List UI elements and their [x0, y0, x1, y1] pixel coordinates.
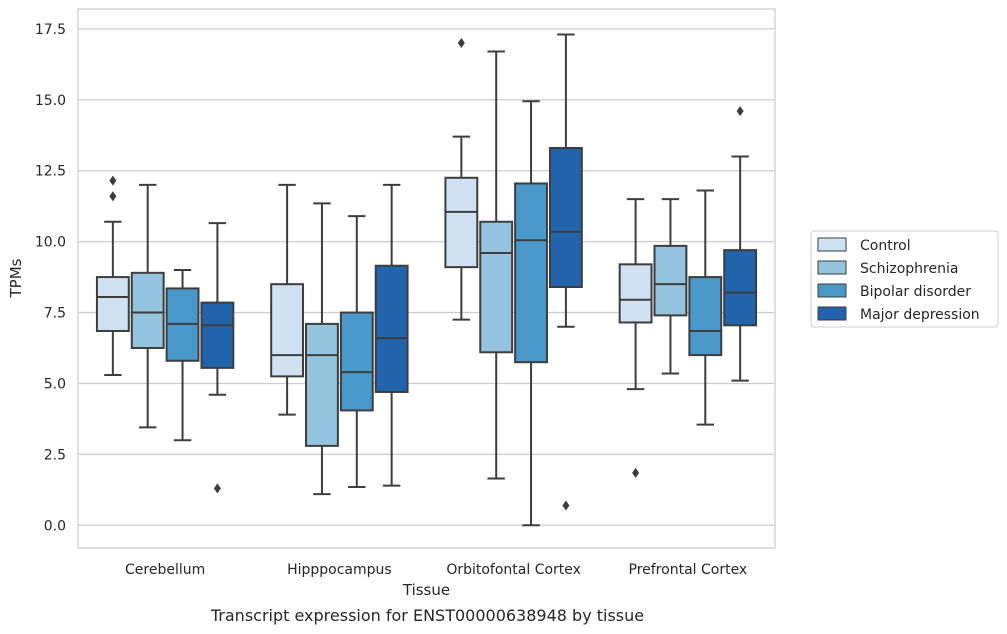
outlier-point	[736, 106, 744, 117]
legend: Control Schizophrenia Bipolar disorder Majo…	[810, 230, 999, 328]
box	[514, 182, 548, 364]
box	[339, 311, 374, 412]
y-tick-label: 15.0	[35, 93, 66, 109]
box	[723, 249, 758, 327]
y-tick-label: 17.5	[35, 22, 66, 38]
y-tick-label: 5.0	[44, 376, 66, 392]
y-axis-label: TPMs	[7, 258, 25, 298]
box	[688, 276, 723, 357]
outlier-point	[632, 467, 640, 478]
box-group	[653, 198, 688, 375]
x-tick-label: Hipppocampus	[287, 562, 392, 578]
x-tick-labels: Cerebellum Hipppocampus Orbitofontal Corte…	[125, 562, 747, 578]
legend-swatch	[817, 237, 847, 252]
outlier-point	[109, 191, 117, 202]
box	[548, 147, 583, 289]
figure-caption: Transcript expression for ENST0000063894…	[210, 606, 645, 625]
box-group	[200, 222, 235, 494]
box-group	[374, 183, 409, 487]
outlier-point	[457, 38, 465, 49]
legend-swatch	[817, 283, 847, 298]
outlier-point	[213, 483, 221, 494]
x-tick-label: Orbitofontal Cortex	[446, 562, 581, 578]
y-tick-label: 0.0	[44, 518, 66, 534]
box	[305, 322, 339, 447]
x-tick-label: Prefrontal Cortex	[629, 562, 748, 578]
box	[479, 220, 514, 354]
box-group	[618, 198, 653, 478]
box	[618, 263, 653, 324]
y-tick-label: 2.5	[44, 447, 66, 463]
box-group	[270, 183, 305, 416]
box	[653, 244, 688, 317]
legend-frame	[810, 230, 999, 328]
box	[200, 301, 235, 369]
legend-swatch	[817, 260, 847, 275]
legend-swatch	[817, 306, 847, 321]
plot-frame	[77, 8, 776, 549]
box-group	[444, 38, 479, 321]
box-group	[339, 215, 374, 489]
legend-entry-label: Control	[860, 238, 911, 254]
box	[130, 271, 165, 350]
y-tick-label: 10.0	[35, 235, 66, 251]
y-tick-labels: 0.0 2.5 5.0 7.5 10.0 12.5 15.0 17.5	[35, 22, 66, 534]
outlier-point	[109, 175, 117, 186]
legend-entry-label: Major depression	[860, 307, 980, 323]
box-group	[305, 202, 339, 496]
box-group	[723, 106, 758, 382]
box	[270, 283, 305, 378]
box	[444, 176, 479, 269]
box-group	[514, 100, 548, 527]
x-axis-label: Tissue	[402, 581, 450, 599]
box-group	[130, 183, 165, 429]
outlier-point	[562, 500, 570, 511]
legend-entry-label: Bipolar disorder	[860, 284, 971, 300]
box	[95, 276, 130, 332]
box-group	[548, 33, 583, 511]
y-tick-label: 12.5	[35, 164, 66, 180]
box	[374, 264, 409, 393]
box-group	[165, 268, 200, 442]
box-series	[95, 33, 758, 527]
box-group	[479, 50, 514, 480]
x-tick-label: Cerebellum	[125, 562, 205, 578]
y-tick-label: 7.5	[44, 306, 66, 322]
legend-entry-label: Schizophrenia	[860, 261, 958, 277]
box-group	[688, 189, 723, 426]
box-group	[95, 175, 130, 376]
